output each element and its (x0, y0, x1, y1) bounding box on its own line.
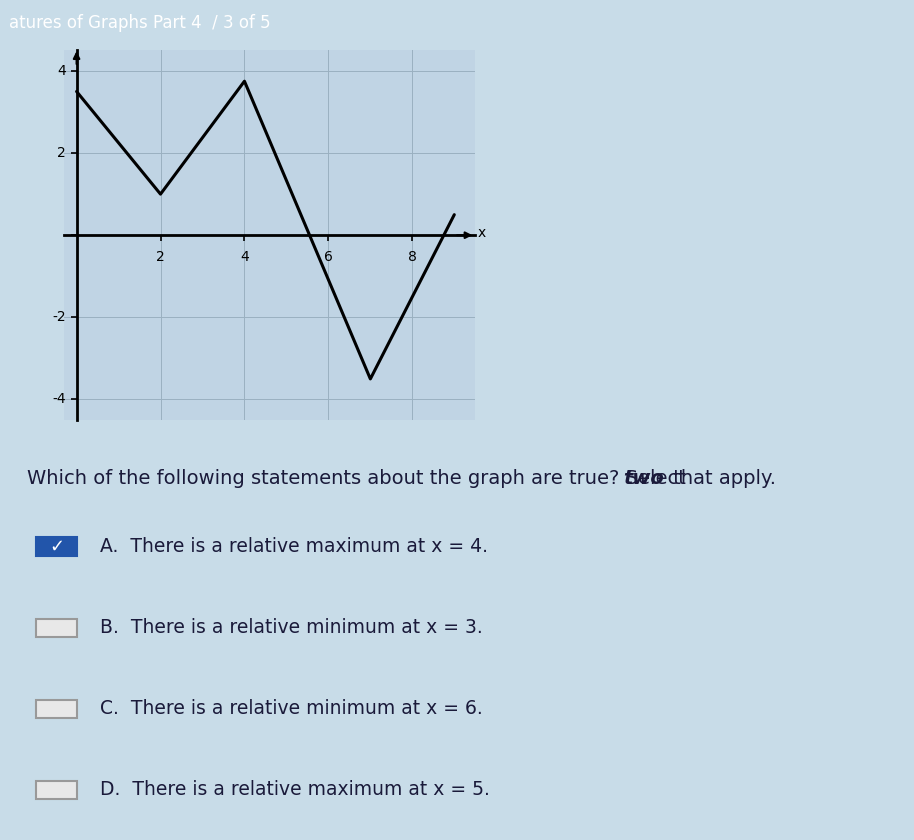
Text: C.  There is a relative minimum at x = 6.: C. There is a relative minimum at x = 6. (101, 699, 484, 718)
Text: 2: 2 (58, 146, 66, 160)
Text: x: x (477, 226, 485, 240)
Text: ✓: ✓ (49, 538, 64, 555)
Text: atures of Graphs Part 4  / 3 of 5: atures of Graphs Part 4 / 3 of 5 (9, 14, 271, 32)
Text: Which of the following statements about the graph are true? Select: Which of the following statements about … (27, 469, 693, 488)
Text: that apply.: that apply. (667, 469, 777, 488)
Bar (36, 700, 78, 718)
Text: 2: 2 (156, 249, 165, 264)
Bar (36, 781, 78, 800)
Text: two: two (622, 469, 664, 488)
Text: B.  There is a relative minimum at x = 3.: B. There is a relative minimum at x = 3. (101, 618, 484, 637)
Text: -4: -4 (52, 392, 66, 407)
Text: 4: 4 (240, 249, 249, 264)
Text: 8: 8 (408, 249, 417, 264)
Text: D.  There is a relative maximum at x = 5.: D. There is a relative maximum at x = 5. (101, 780, 490, 800)
Text: 4: 4 (58, 64, 66, 78)
Bar (36, 618, 78, 637)
Text: -2: -2 (52, 310, 66, 324)
Bar (36, 538, 78, 556)
Text: 6: 6 (324, 249, 333, 264)
Text: A.  There is a relative maximum at x = 4.: A. There is a relative maximum at x = 4. (101, 537, 488, 556)
